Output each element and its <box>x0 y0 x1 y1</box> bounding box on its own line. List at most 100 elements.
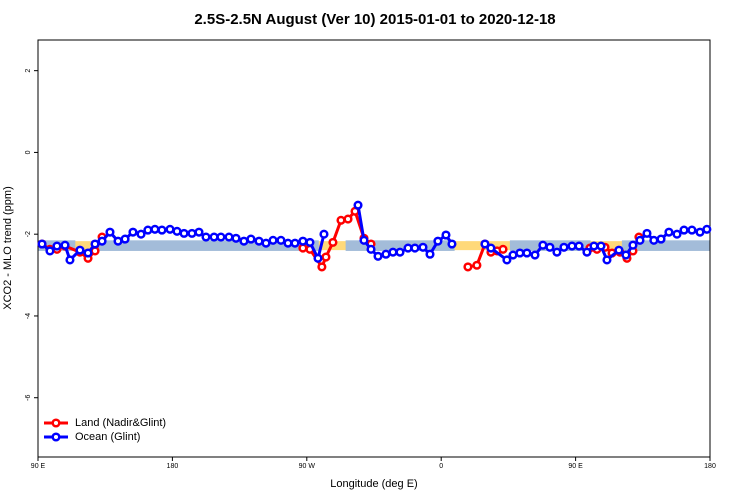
data-point <box>702 224 712 234</box>
data-point <box>567 241 577 251</box>
data-point <box>664 227 674 237</box>
data-point <box>373 251 383 261</box>
data-point <box>463 262 473 272</box>
data-point <box>319 229 329 239</box>
x-tick-label: 180 <box>167 463 179 470</box>
data-point <box>298 236 308 246</box>
data-point <box>498 244 508 254</box>
data-point <box>695 227 705 237</box>
x-tick-label: 90 E <box>568 463 583 470</box>
data-point <box>582 247 592 257</box>
data-point <box>305 237 315 247</box>
data-point <box>403 243 413 253</box>
data-point <box>649 235 659 245</box>
data-point <box>687 225 697 235</box>
data-point <box>642 228 652 238</box>
data-point <box>596 241 606 251</box>
data-point <box>136 229 146 239</box>
y-tick-label: 0 <box>25 150 32 154</box>
data-point <box>268 235 278 245</box>
data-point <box>480 239 490 249</box>
data-point <box>395 247 405 257</box>
x-tick-label: 90 W <box>299 463 316 470</box>
data-point <box>502 255 512 265</box>
data-point <box>530 250 540 260</box>
data-point <box>672 229 682 239</box>
data-point <box>447 239 457 249</box>
data-point <box>283 238 293 248</box>
data-point <box>614 245 624 255</box>
data-point <box>552 247 562 257</box>
data-point <box>179 228 189 238</box>
x-tick-label: 0 <box>439 463 443 470</box>
data-point <box>538 240 548 250</box>
data-point <box>366 244 376 254</box>
data-point <box>120 234 130 244</box>
data-point <box>336 215 346 225</box>
x-tick-label: 180 <box>704 463 716 470</box>
data-point <box>150 224 160 234</box>
data-point <box>75 245 85 255</box>
band <box>621 240 710 251</box>
legend-label: Ocean (Glint) <box>75 431 140 443</box>
data-point <box>522 248 532 258</box>
data-point <box>545 242 555 252</box>
data-point <box>128 227 138 237</box>
data-point <box>574 241 584 251</box>
data-point <box>105 227 115 237</box>
x-axis-label: Longitude (deg E) <box>330 478 417 490</box>
data-point <box>276 235 286 245</box>
data-point <box>37 239 47 249</box>
data-point <box>425 249 435 259</box>
data-point <box>83 248 93 258</box>
data-point <box>656 234 666 244</box>
data-point <box>628 240 638 250</box>
data-point <box>515 248 525 258</box>
data-point <box>143 225 153 235</box>
data-point <box>317 262 327 272</box>
data-point <box>254 236 264 246</box>
legend-marker <box>51 432 61 442</box>
data-point <box>388 247 398 257</box>
data-point <box>559 242 569 252</box>
plot-frame <box>37 39 711 458</box>
y-tick-label: -6 <box>25 395 32 401</box>
data-point <box>52 241 62 251</box>
data-point <box>381 249 391 259</box>
data-point <box>157 225 167 235</box>
y-tick-label: 2 <box>25 69 32 73</box>
data-point <box>508 250 518 260</box>
data-point <box>224 232 234 242</box>
data-point <box>60 240 70 250</box>
data-point <box>194 227 204 237</box>
band <box>94 240 319 251</box>
data-point <box>433 236 443 246</box>
data-point <box>418 242 428 252</box>
data-point <box>472 260 482 270</box>
data-point <box>165 224 175 234</box>
legend-label: Land (Nadir&Glint) <box>75 417 166 429</box>
data-point <box>172 226 182 236</box>
data-point <box>298 243 308 253</box>
data-point <box>353 200 363 210</box>
band <box>345 240 455 251</box>
data-point <box>621 250 631 260</box>
series-line <box>41 209 641 269</box>
data-point <box>486 243 496 253</box>
data-point <box>635 235 645 245</box>
data-point <box>261 238 271 248</box>
data-point <box>97 236 107 246</box>
data-point <box>216 232 226 242</box>
y-axis-label: XCO2 - MLO trend (ppm) <box>2 186 14 309</box>
y-tick-label: -2 <box>25 231 32 237</box>
data-point <box>290 238 300 248</box>
data-point <box>589 241 599 251</box>
data-point <box>321 252 331 262</box>
data-point <box>313 253 323 263</box>
data-point <box>359 235 369 245</box>
data-point <box>239 236 249 246</box>
chart-title: 2.5S-2.5N August (Ver 10) 2015-01-01 to … <box>194 11 555 28</box>
data-point <box>328 237 338 247</box>
data-point <box>441 230 451 240</box>
data-point <box>209 232 219 242</box>
